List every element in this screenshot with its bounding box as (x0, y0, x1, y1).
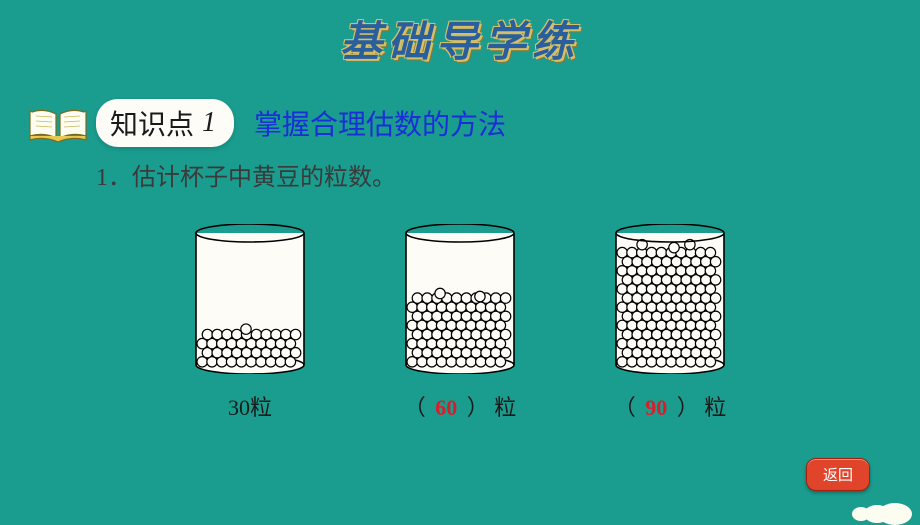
answer-value: 60 (435, 395, 457, 420)
cup-item: 30粒 (190, 224, 310, 422)
given-value: 30 (228, 395, 250, 420)
cup-svg-3 (610, 224, 730, 374)
question-body: 估计杯子中黄豆的粒数。 (132, 165, 396, 191)
cup-item: （ 90 ） 粒 (610, 224, 730, 422)
question-number: 1 (96, 165, 108, 191)
question-text: 1．估计杯子中黄豆的粒数。 (96, 157, 920, 192)
answer-value: 90 (645, 395, 667, 420)
label-prefix: （ (404, 395, 426, 420)
page-title-banner: 基础导学练 (0, 0, 920, 69)
knowledge-point-row: 知识点 1 掌握合理估数的方法 (28, 99, 920, 147)
knowledge-point-badge: 知识点 1 (96, 99, 234, 147)
kp-badge-number: 1 (202, 107, 216, 139)
return-button[interactable]: 返回 (806, 458, 870, 491)
cup-item: （ 60 ） 粒 (400, 224, 520, 422)
kp-badge-label: 知识点 (110, 103, 194, 143)
knowledge-point-title: 掌握合理估数的方法 (254, 103, 506, 143)
cup-label-2: （ 60 ） 粒 (404, 390, 517, 422)
page-title: 基础导学练 (340, 20, 580, 66)
label-suffix: 粒 (250, 395, 272, 420)
corner-decoration (850, 489, 920, 517)
label-suffix: ） 粒 (677, 395, 727, 420)
cup-label-1: 30粒 (228, 390, 272, 422)
cups-container: 30粒 （ 60 ） 粒 （ 90 ） 粒 (0, 224, 920, 422)
label-prefix: （ (614, 395, 636, 420)
cup-svg-2 (400, 224, 520, 374)
cup-svg-1 (190, 224, 310, 374)
label-suffix: ） 粒 (467, 395, 517, 420)
cup-label-3: （ 90 ） 粒 (614, 390, 727, 422)
open-book-icon (28, 102, 88, 144)
